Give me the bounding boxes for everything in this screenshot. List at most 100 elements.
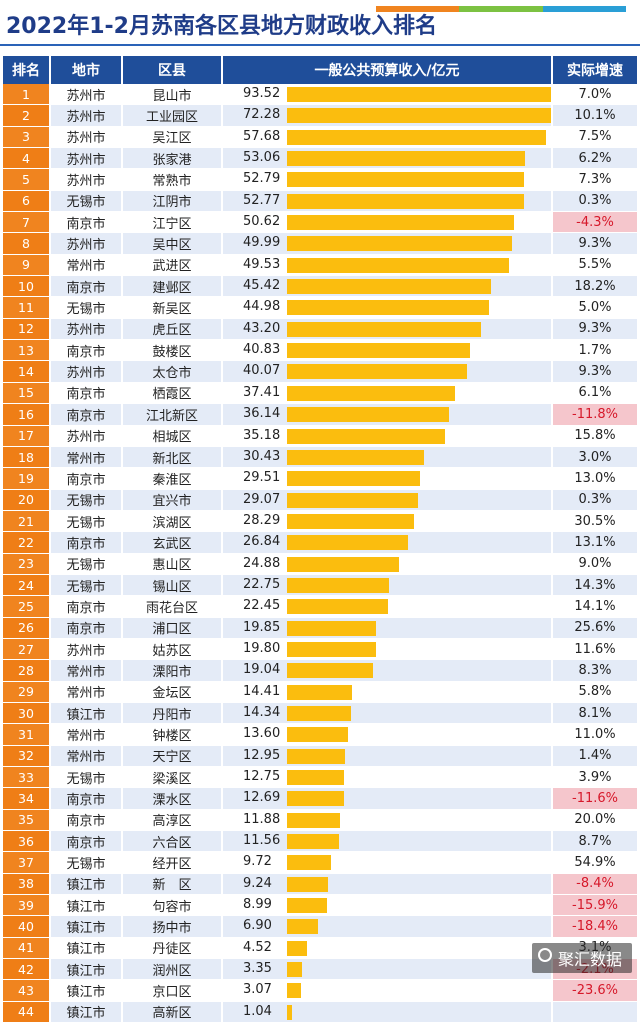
title-underline (0, 44, 640, 46)
growth-cell: 9.3% (553, 318, 637, 341)
revenue-value: 36.14 (243, 406, 281, 422)
rank-cell: 9 (3, 254, 51, 277)
table-row: 15 南京市 栖霞区 37.41 6.1% (3, 382, 637, 405)
table-row: 1 苏州市 昆山市 93.52 7.0% (3, 84, 637, 106)
rank-cell: 20 (3, 489, 51, 511)
growth-cell: 25.6% (553, 617, 637, 639)
growth-cell: -23.6% (553, 980, 637, 1002)
district-cell: 经开区 (123, 852, 223, 874)
table-row: 20 无锡市 宜兴市 29.07 0.3% (3, 489, 637, 511)
table-row: 10 南京市 建邺区 45.42 18.2% (3, 276, 637, 298)
rank-cell: 36 (3, 831, 51, 853)
table-row: 30 镇江市 丹阳市 14.34 8.1% (3, 702, 637, 725)
revenue-value: 1.04 (243, 1003, 272, 1019)
rank-cell: 19 (3, 468, 51, 490)
table-row: 19 南京市 秦淮区 29.51 13.0% (3, 468, 637, 490)
revenue-value: 19.85 (243, 619, 281, 635)
table-row: 35 南京市 高淳区 11.88 20.0% (3, 809, 637, 832)
table-row: 8 苏州市 吴中区 49.99 9.3% (3, 233, 637, 255)
district-cell: 高淳区 (123, 809, 223, 832)
revenue-value: 49.99 (243, 235, 281, 251)
growth-cell: 1.4% (553, 745, 637, 767)
district-cell: 惠山区 (123, 553, 223, 575)
city-cell: 南京市 (51, 468, 123, 490)
city-cell: 南京市 (51, 340, 123, 362)
revenue-cell: 19.85 (223, 617, 553, 639)
rank-cell: 31 (3, 724, 51, 746)
revenue-cell: 19.80 (223, 638, 553, 661)
city-cell: 苏州市 (51, 638, 123, 661)
city-cell: 镇江市 (51, 873, 123, 896)
table-row: 22 南京市 玄武区 26.84 13.1% (3, 532, 637, 554)
revenue-value: 13.60 (243, 726, 281, 742)
growth-cell: 1.7% (553, 340, 637, 362)
table-row: 34 南京市 溧水区 12.69 -11.6% (3, 788, 637, 810)
revenue-bar (287, 428, 445, 444)
revenue-bar (287, 577, 390, 593)
table-row: 24 无锡市 锡山区 22.75 14.3% (3, 574, 637, 597)
table-row: 6 无锡市 江阴市 52.77 0.3% (3, 190, 637, 213)
revenue-cell: 43.20 (223, 318, 553, 341)
revenue-value: 35.18 (243, 427, 281, 443)
revenue-cell: 45.42 (223, 276, 553, 298)
district-cell: 武进区 (123, 254, 223, 277)
revenue-value: 44.98 (243, 299, 281, 315)
revenue-cell: 52.77 (223, 190, 553, 213)
district-cell: 昆山市 (123, 84, 223, 106)
revenue-value: 11.56 (243, 833, 281, 849)
district-cell: 高新区 (123, 1001, 223, 1023)
revenue-cell: 53.06 (223, 148, 553, 170)
rank-cell: 39 (3, 895, 51, 917)
revenue-bar (287, 492, 418, 508)
growth-cell: 7.3% (553, 169, 637, 191)
table-row: 27 苏州市 姑苏区 19.80 11.6% (3, 638, 637, 661)
revenue-cell: 52.79 (223, 169, 553, 191)
revenue-value: 45.42 (243, 278, 281, 294)
revenue-value: 6.90 (243, 918, 272, 934)
revenue-bar (287, 705, 352, 721)
district-cell: 吴中区 (123, 233, 223, 255)
district-cell: 滨湖区 (123, 510, 223, 533)
city-cell: 苏州市 (51, 148, 123, 170)
revenue-cell: 36.14 (223, 404, 553, 426)
revenue-value: 43.20 (243, 320, 281, 336)
revenue-cell: 57.68 (223, 126, 553, 149)
growth-cell: 20.0% (553, 809, 637, 832)
city-cell: 无锡市 (51, 553, 123, 575)
revenue-bar (287, 727, 349, 743)
rank-cell: 5 (3, 169, 51, 191)
table-row: 9 常州市 武进区 49.53 5.5% (3, 254, 637, 277)
revenue-value: 50.62 (243, 214, 281, 230)
revenue-cell: 14.41 (223, 681, 553, 703)
district-cell: 江阴市 (123, 190, 223, 213)
revenue-value: 12.95 (243, 747, 281, 763)
growth-cell: 0.3% (553, 190, 637, 213)
revenue-value: 93.52 (243, 86, 281, 101)
table-row: 18 常州市 新北区 30.43 3.0% (3, 446, 637, 469)
city-cell: 苏州市 (51, 169, 123, 191)
growth-cell: 0.3% (553, 489, 637, 511)
rank-cell: 10 (3, 276, 51, 298)
revenue-cell: 40.83 (223, 340, 553, 362)
rank-cell: 32 (3, 745, 51, 767)
rank-cell: 13 (3, 340, 51, 362)
district-cell: 梁溪区 (123, 767, 223, 789)
growth-cell: 9.3% (553, 233, 637, 255)
city-cell: 无锡市 (51, 190, 123, 213)
revenue-value: 26.84 (243, 534, 281, 550)
revenue-bar (287, 855, 331, 871)
revenue-bar (287, 770, 345, 785)
table-row: 5 苏州市 常熟市 52.79 7.3% (3, 169, 637, 191)
revenue-cell: 8.99 (223, 895, 553, 917)
revenue-bar (287, 172, 525, 188)
revenue-cell: 26.84 (223, 532, 553, 554)
revenue-value: 53.06 (243, 150, 281, 166)
district-cell: 京口区 (123, 980, 223, 1002)
district-cell: 栖霞区 (123, 382, 223, 405)
growth-cell: -8.4% (553, 873, 637, 896)
growth-cell: 11.0% (553, 724, 637, 746)
revenue-value: 57.68 (243, 128, 281, 144)
revenue-bar (287, 684, 352, 700)
revenue-bar (287, 193, 524, 209)
district-cell: 浦口区 (123, 617, 223, 639)
